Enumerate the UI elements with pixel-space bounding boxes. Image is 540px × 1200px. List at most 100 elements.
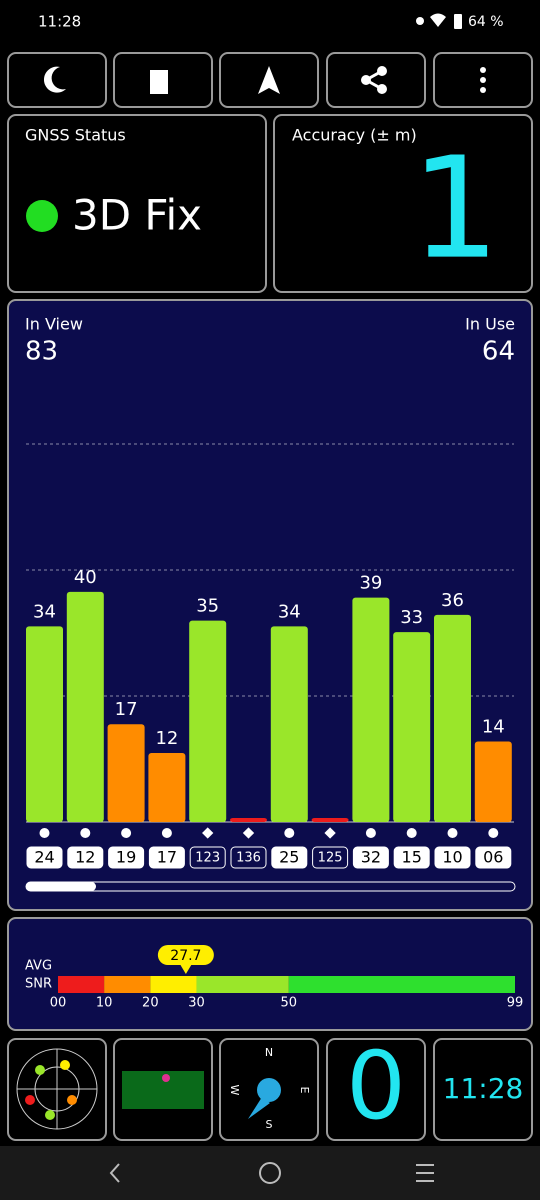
clock: 11:28 bbox=[443, 1072, 524, 1105]
bar bbox=[311, 818, 349, 822]
marker-circle bbox=[447, 828, 458, 838]
share-button[interactable] bbox=[326, 52, 426, 108]
clock-button[interactable] bbox=[433, 1038, 533, 1141]
bar bbox=[352, 597, 390, 822]
recents-button[interactable] bbox=[416, 1164, 434, 1182]
marker-circle bbox=[488, 828, 499, 838]
bar bbox=[230, 818, 267, 822]
marker-diamond bbox=[202, 827, 214, 839]
id-box bbox=[352, 846, 389, 869]
moon-icon bbox=[43, 66, 66, 93]
wifi-icon bbox=[430, 13, 446, 27]
bar-label: 14 bbox=[482, 716, 505, 737]
in-view-value: 83 bbox=[25, 337, 58, 367]
id-box bbox=[271, 846, 308, 869]
in-use-label: In Use bbox=[465, 315, 515, 334]
count-value: 0 bbox=[346, 1032, 406, 1141]
night-button[interactable] bbox=[7, 52, 107, 108]
satellite-id: 32 bbox=[361, 848, 381, 867]
bar-label: 35 bbox=[196, 596, 219, 617]
id-box bbox=[26, 846, 63, 869]
back-button[interactable] bbox=[109, 1163, 120, 1183]
satellite-id: 136 bbox=[236, 851, 261, 866]
bar bbox=[270, 626, 308, 822]
compass-letter: W bbox=[228, 1085, 241, 1096]
in-view-label: In View bbox=[25, 315, 83, 334]
bar-label: 12 bbox=[155, 728, 178, 749]
marker-diamond bbox=[242, 827, 255, 839]
status-time: 11:28 bbox=[38, 13, 81, 31]
satellite-id: 17 bbox=[157, 848, 177, 867]
compass-pointer bbox=[248, 1097, 270, 1119]
in-use-value: 64 bbox=[482, 337, 515, 367]
arrow-icon bbox=[258, 66, 280, 94]
compass-letter: E bbox=[298, 1087, 311, 1094]
satellite-id: 24 bbox=[34, 848, 54, 867]
snr-scale: 00 10 20 30 50 99 27.7 bbox=[50, 945, 523, 1011]
id-box bbox=[434, 846, 471, 869]
satellite-id: 15 bbox=[402, 848, 422, 867]
bar-label: 36 bbox=[441, 590, 464, 611]
location-icon bbox=[416, 17, 424, 25]
snr-tick-label: 20 bbox=[142, 996, 159, 1011]
battery: 64 % bbox=[468, 14, 504, 30]
snr-segment bbox=[150, 976, 197, 993]
id-box bbox=[312, 846, 349, 869]
bars: 34 24 40 12 17 19 12 17 35 123 136 34 25 125 39 32 33 15 3… bbox=[26, 567, 512, 869]
share-icon bbox=[361, 66, 387, 94]
avg-value: 27.7 bbox=[170, 948, 201, 964]
snr-tick-label: 00 bbox=[50, 996, 67, 1011]
id-box bbox=[189, 846, 226, 869]
snr-segment bbox=[104, 976, 151, 993]
id-box bbox=[148, 846, 185, 869]
bar bbox=[393, 632, 431, 822]
satellite-id: 25 bbox=[279, 848, 299, 867]
bar-label: 40 bbox=[74, 567, 97, 588]
snr-tick-label: 10 bbox=[96, 996, 113, 1011]
satellite-id: 19 bbox=[116, 848, 136, 867]
bar bbox=[189, 620, 227, 822]
toolbar bbox=[7, 52, 533, 108]
id-box bbox=[393, 846, 430, 869]
menu-icon bbox=[480, 67, 486, 93]
accuracy-label: Accuracy (± m) bbox=[292, 126, 417, 145]
home-button[interactable] bbox=[259, 1162, 281, 1184]
bar bbox=[148, 752, 186, 822]
marker-circle bbox=[406, 828, 417, 838]
snr-tick-label: 30 bbox=[188, 996, 205, 1011]
poi-icon bbox=[150, 70, 168, 94]
skyplot-icon bbox=[16, 1048, 98, 1130]
marker-diamond bbox=[324, 827, 336, 839]
scroll-thumb[interactable] bbox=[26, 882, 96, 891]
snr-segment bbox=[288, 976, 515, 993]
marker-circle bbox=[284, 828, 295, 838]
compass-letter: N bbox=[265, 1046, 273, 1059]
avg-pointer bbox=[179, 964, 192, 974]
satellite-id: 125 bbox=[318, 851, 343, 866]
id-box bbox=[67, 846, 104, 869]
satellite-id: 12 bbox=[75, 848, 95, 867]
accuracy-panel bbox=[273, 114, 533, 293]
map-pin bbox=[162, 1074, 170, 1082]
count-button[interactable] bbox=[326, 1038, 426, 1141]
bar bbox=[26, 626, 63, 822]
marker-circle bbox=[39, 828, 50, 838]
gnss-value: 3D Fix bbox=[72, 191, 202, 240]
bar-label: 39 bbox=[359, 573, 382, 594]
id-box bbox=[230, 846, 267, 869]
snr-panel bbox=[7, 917, 533, 1031]
compass-letter: S bbox=[266, 1118, 273, 1131]
marker-circle bbox=[365, 828, 376, 838]
bar-label: 17 bbox=[115, 699, 138, 720]
snr-label: AVG bbox=[25, 959, 52, 974]
satellite-id: 06 bbox=[483, 848, 503, 867]
compass-needle bbox=[257, 1078, 281, 1102]
marker-circle bbox=[80, 828, 91, 838]
bar bbox=[474, 741, 512, 822]
avg-bubble bbox=[157, 945, 214, 965]
snr-label: SNR bbox=[25, 977, 52, 992]
marker-circle bbox=[121, 828, 132, 838]
bar bbox=[107, 724, 145, 822]
fix-indicator bbox=[26, 200, 58, 232]
